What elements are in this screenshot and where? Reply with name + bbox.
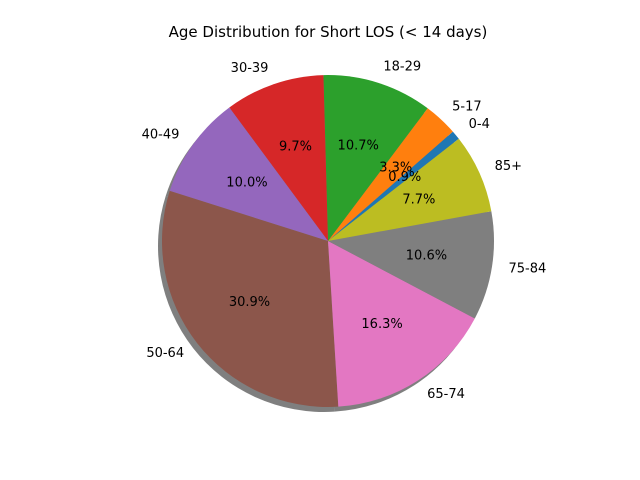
pie-value-label-30-39: 9.7% [279,139,312,154]
pie-value-label-40-49: 10.0% [226,176,267,191]
pie-slice-85plus [328,138,492,241]
pie-value-label-85plus: 7.7% [402,193,435,208]
pie-value-label-5-17: 3.3% [379,160,412,175]
pie-label-0-4: 0-4 [469,117,490,132]
pie-slice-65-74 [328,241,475,407]
pie-value-label-75-84: 10.6% [406,249,447,264]
pie-value-label-65-74: 16.3% [361,317,402,332]
pie-slice-40-49 [169,107,328,241]
pie-label-40-49: 40-49 [142,127,180,142]
pie-slice-75-84 [328,211,494,319]
pie-value-label-18-29: 10.7% [338,139,379,154]
pie-slice-50-64 [162,190,339,407]
pie-label-75-84: 75-84 [508,261,546,276]
pie-label-50-64: 50-64 [146,346,184,361]
pie-label-18-29: 18-29 [383,59,421,74]
pie-label-85plus: 85+ [495,159,522,174]
pie-slice-18-29 [323,75,428,241]
pie-labels: 0-4 0.9% 5-17 3.3% 18-29 10.7% 30-39 9.7% 40-49 1… [142,59,547,401]
pie-slices [162,75,494,407]
pie-value-label-50-64: 30.9% [229,295,270,310]
pie-value-label-0-4: 0.9% [388,170,421,185]
pie-label-65-74: 65-74 [427,387,465,402]
pie-label-5-17: 5-17 [452,100,482,115]
pie-slice-0-4 [328,131,459,241]
pie-slice-30-39 [229,75,328,241]
pie-label-30-39: 30-39 [231,61,269,76]
chart-title: Age Distribution for Short LOS (< 14 day… [169,23,488,41]
pie-slice-5-17 [328,108,453,241]
